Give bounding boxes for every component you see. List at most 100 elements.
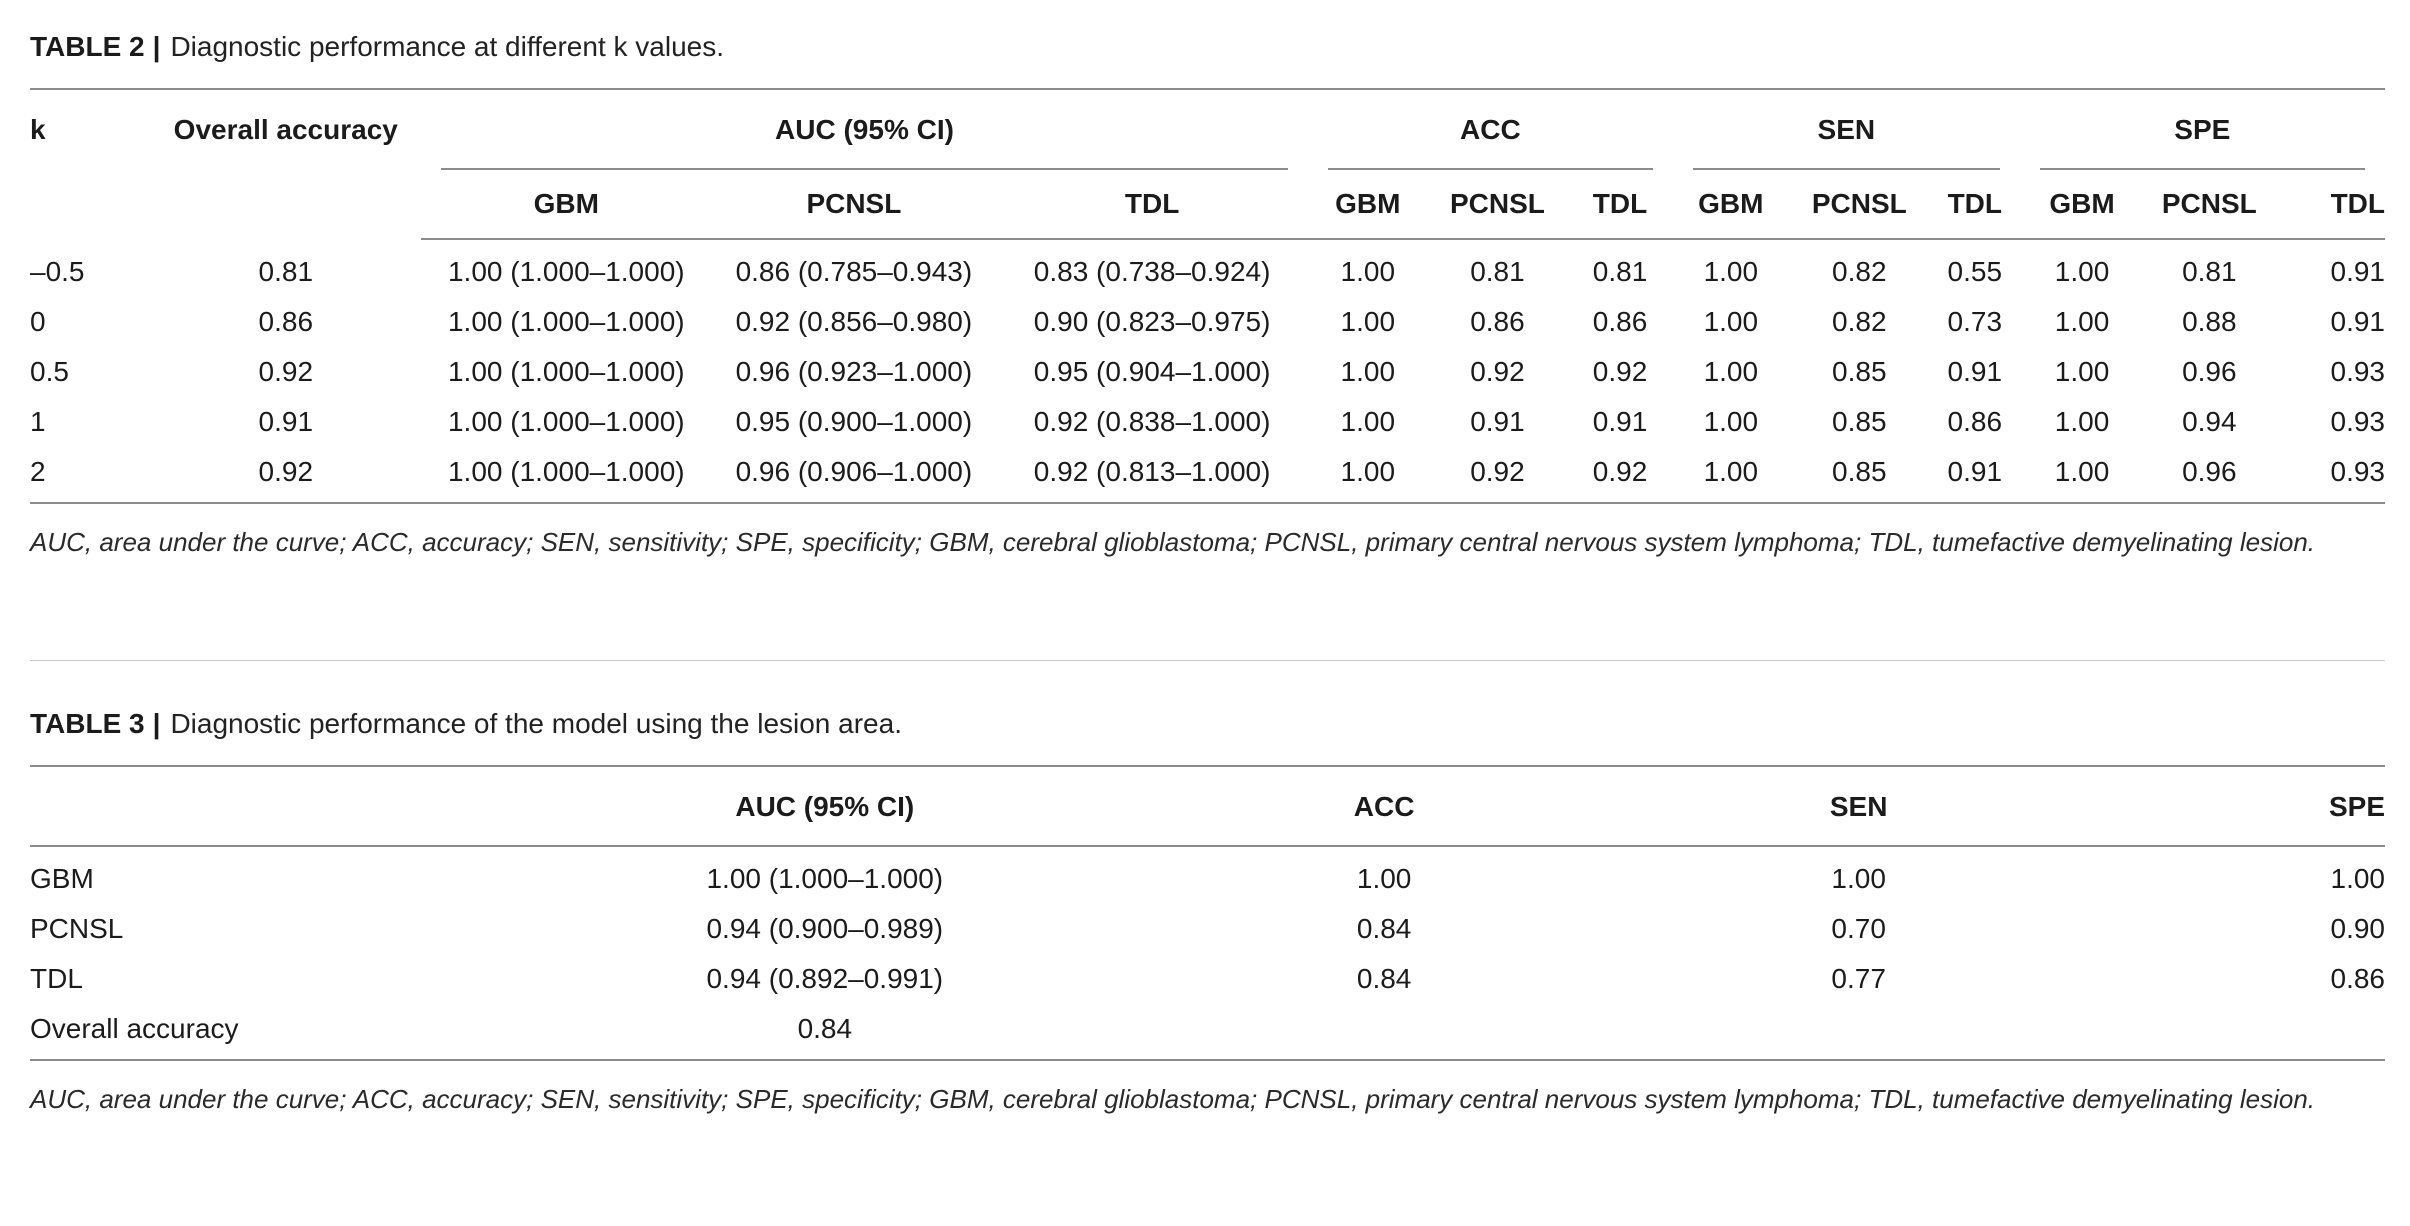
group-rule-auc <box>441 168 1288 170</box>
col-header-k: k <box>30 114 46 145</box>
cell-spe: 1.00 <box>2330 863 2386 894</box>
cell-spe-gbm: 1.00 <box>2019 447 2145 504</box>
table2-group-header-row: k Overall accuracy AUC (95% CI) ACC SEN <box>30 89 2385 170</box>
col-header-auc: AUC (95% CI) <box>559 766 1090 847</box>
table3-header-row: AUC (95% CI) ACC SEN SPE <box>30 766 2385 847</box>
cell-sen-pcnsl: 0.85 <box>1832 356 1887 387</box>
col-header-acc: ACC <box>1089 766 1679 847</box>
subheader-acc-pcnsl: PCNSL <box>1427 170 1567 240</box>
table2-label: TABLE 2 <box>30 31 145 62</box>
table-row: –0.5 0.81 1.00 (1.000–1.000) 0.86 (0.785… <box>30 239 2385 297</box>
group-header-spe: SPE <box>2020 89 2385 170</box>
cell-auc-tdl: 0.92 (0.813–1.000) <box>996 447 1308 504</box>
cell-acc-tdl: 0.92 <box>1566 447 1674 504</box>
cell-auc-gbm: 1.00 (1.000–1.000) <box>447 356 685 387</box>
cell-sen-gbm: 1.00 <box>1703 356 1759 387</box>
cell-spe-pcnsl: 0.96 <box>2144 447 2275 504</box>
cell-overall: 0.92 <box>150 447 422 504</box>
cell-auc-gbm: 1.00 (1.000–1.000) <box>447 256 685 287</box>
table-row: 1 0.91 1.00 (1.000–1.000) 0.95 (0.900–1.… <box>30 397 2385 447</box>
cell-spe-gbm: 1.00 <box>2054 256 2110 287</box>
cell-acc-pcnsl: 0.91 <box>1470 406 1525 437</box>
table3-caption-text: Diagnostic performance of the model usin… <box>170 708 902 739</box>
cell-spe-pcnsl: 0.81 <box>2182 256 2237 287</box>
cell-acc-pcnsl: 0.92 <box>1470 356 1525 387</box>
cell-auc-pcnsl: 0.96 (0.906–1.000) <box>711 447 997 504</box>
cell-acc-tdl: 0.81 <box>1592 256 1648 287</box>
cell-sen-gbm: 1.00 <box>1703 306 1759 337</box>
cell-auc: 1.00 (1.000–1.000) <box>706 863 944 894</box>
cell-k: 0 <box>30 306 46 337</box>
cell-sen-tdl: 0.55 <box>1947 256 2003 287</box>
cell-acc-tdl: 0.91 <box>1592 406 1648 437</box>
cell-k: 2 <box>30 447 151 504</box>
table-row: 2 0.92 1.00 (1.000–1.000) 0.96 (0.906–1.… <box>30 447 2385 504</box>
table-row: Overall accuracy 0.84 <box>30 1004 2385 1061</box>
cell-acc-gbm: 1.00 <box>1340 356 1396 387</box>
subheader-auc-pcnsl: PCNSL <box>711 170 997 240</box>
section-divider <box>30 660 2385 661</box>
cell-auc: 0.94 (0.892–0.991) <box>706 963 944 994</box>
group-header-auc-label: AUC (95% CI) <box>775 114 954 145</box>
cell-auc-pcnsl: 0.96 (0.923–1.000) <box>735 356 973 387</box>
group-header-acc-label: ACC <box>1460 114 1521 145</box>
col-header-spe: SPE <box>2038 766 2385 847</box>
table3: AUC (95% CI) ACC SEN SPE GBM 1.00 (1.000… <box>30 765 2385 1061</box>
cell-sen-pcnsl: 0.82 <box>1832 256 1887 287</box>
cell-spe-gbm: 1.00 <box>2054 356 2110 387</box>
cell-class-label: TDL <box>30 963 83 994</box>
subheader-spe-pcnsl: PCNSL <box>2144 170 2275 240</box>
cell-acc-pcnsl: 0.86 <box>1470 306 1525 337</box>
cell-auc-pcnsl: 0.86 (0.785–0.943) <box>735 256 973 287</box>
cell-spe: 0.86 <box>2330 963 2386 994</box>
cell-acc: 0.84 <box>1356 913 1412 944</box>
cell-spe-pcnsl: 0.96 <box>2182 356 2237 387</box>
cell-acc-gbm: 1.00 <box>1340 406 1396 437</box>
subheader-sen-gbm: GBM <box>1673 170 1789 240</box>
cell-auc: 0.84 <box>559 1004 1090 1061</box>
cell-acc-pcnsl: 0.92 <box>1427 447 1567 504</box>
subheader-sen-pcnsl: PCNSL <box>1788 170 1930 240</box>
cell-spe-pcnsl: 0.88 <box>2182 306 2237 337</box>
table2-footnote: AUC, area under the curve; ACC, accuracy… <box>30 527 2316 557</box>
cell-acc-gbm: 1.00 <box>1307 447 1428 504</box>
group-header-sen: SEN <box>1673 89 2020 170</box>
table-row: PCNSL 0.94 (0.900–0.989) 0.84 0.70 0.90 <box>30 904 2385 954</box>
cell-sen <box>1678 1004 2039 1061</box>
cell-sen-tdl: 0.73 <box>1947 306 2003 337</box>
table-row: 0 0.86 1.00 (1.000–1.000) 0.92 (0.856–0.… <box>30 297 2385 347</box>
group-header-sen-label: SEN <box>1817 114 1876 145</box>
cell-spe-tdl: 0.93 <box>2330 356 2386 387</box>
cell-acc-pcnsl: 0.81 <box>1470 256 1525 287</box>
cell-k: 1 <box>30 406 46 437</box>
table-row: GBM 1.00 (1.000–1.000) 1.00 1.00 1.00 <box>30 846 2385 904</box>
col-header-overall-accuracy: Overall accuracy <box>173 114 398 145</box>
cell-spe-tdl: 0.91 <box>2330 306 2386 337</box>
cell-sen: 0.77 <box>1831 963 1886 994</box>
subheader-auc-tdl: TDL <box>996 170 1308 240</box>
cell-sen-gbm: 1.00 <box>1673 447 1789 504</box>
cell-spe: 0.90 <box>2330 913 2386 944</box>
cell-auc-tdl: 0.90 (0.823–0.975) <box>1033 306 1271 337</box>
cell-spe-gbm: 1.00 <box>2054 306 2110 337</box>
cell-sen-pcnsl: 0.85 <box>1788 447 1930 504</box>
table2: k Overall accuracy AUC (95% CI) ACC SEN <box>30 88 2385 504</box>
group-header-acc: ACC <box>1308 89 1673 170</box>
cell-class-label: Overall accuracy <box>30 1004 560 1061</box>
cell-sen-tdl: 0.91 <box>1947 356 2003 387</box>
cell-auc-tdl: 0.83 (0.738–0.924) <box>1033 256 1271 287</box>
subheader-sen-tdl: TDL <box>1930 170 2020 240</box>
col-header-sen: SEN <box>1678 766 2039 847</box>
cell-acc-tdl: 0.86 <box>1592 306 1648 337</box>
subheader-acc-tdl: TDL <box>1566 170 1674 240</box>
group-rule-sen <box>1693 168 2000 170</box>
subheader-spe-gbm: GBM <box>2019 170 2145 240</box>
group-header-auc: AUC (95% CI) <box>421 89 1307 170</box>
cell-sen: 1.00 <box>1831 863 1886 894</box>
table-row: 0.5 0.92 1.00 (1.000–1.000) 0.96 (0.923–… <box>30 347 2385 397</box>
cell-acc-gbm: 1.00 <box>1340 256 1396 287</box>
page-content: TABLE 2 | Diagnostic performance at differ… <box>0 30 2410 1121</box>
cell-class-label: PCNSL <box>30 913 124 944</box>
cell-spe <box>2038 1004 2385 1061</box>
